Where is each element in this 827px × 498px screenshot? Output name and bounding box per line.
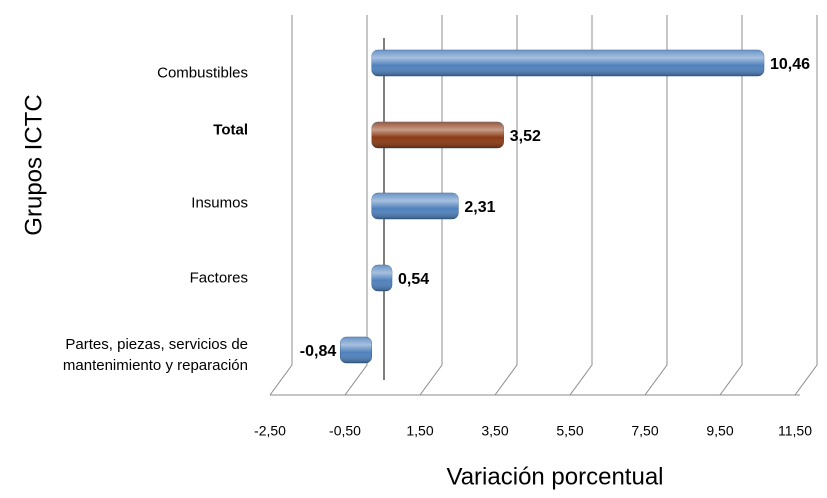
value-label: -0,84 [300, 343, 337, 360]
x-axis-title: Variación porcentual [446, 463, 663, 490]
grid-line [719, 15, 743, 396]
bar-shine [371, 265, 392, 291]
x-tick-label: -2,50 [254, 423, 286, 439]
bar-shine [371, 122, 504, 148]
grid-line [794, 15, 818, 396]
x-tick-label: 1,50 [406, 423, 433, 439]
bar-shine [371, 50, 764, 76]
grid-line [494, 15, 518, 396]
value-label: 0,54 [398, 271, 429, 288]
grid-line [344, 15, 368, 396]
y-axis-title: Grupos ICTC [20, 94, 47, 235]
category-label: Total [213, 121, 248, 139]
x-tick-label: 9,50 [706, 423, 733, 439]
grid-line [644, 15, 668, 396]
category-label: Insumos [191, 194, 248, 212]
grid-line [569, 15, 593, 396]
x-tick-label: 7,50 [631, 423, 658, 439]
category-label: Factores [189, 269, 248, 287]
value-label: 2,31 [464, 199, 495, 216]
category-label: Combustibles [157, 64, 248, 82]
x-tick-label: 5,50 [556, 423, 583, 439]
x-tick-label: 11,50 [778, 423, 812, 439]
bar-shine [371, 193, 459, 219]
category-label: Partes, piezas, servicios de mantenimien… [62, 336, 248, 374]
back-wall [269, 15, 293, 396]
value-label: 3,52 [510, 128, 541, 145]
bar-shine [340, 337, 372, 363]
x-tick-label: -0,50 [329, 423, 361, 439]
x-tick-label: 3,50 [481, 423, 508, 439]
value-label: 10,46 [770, 56, 810, 73]
